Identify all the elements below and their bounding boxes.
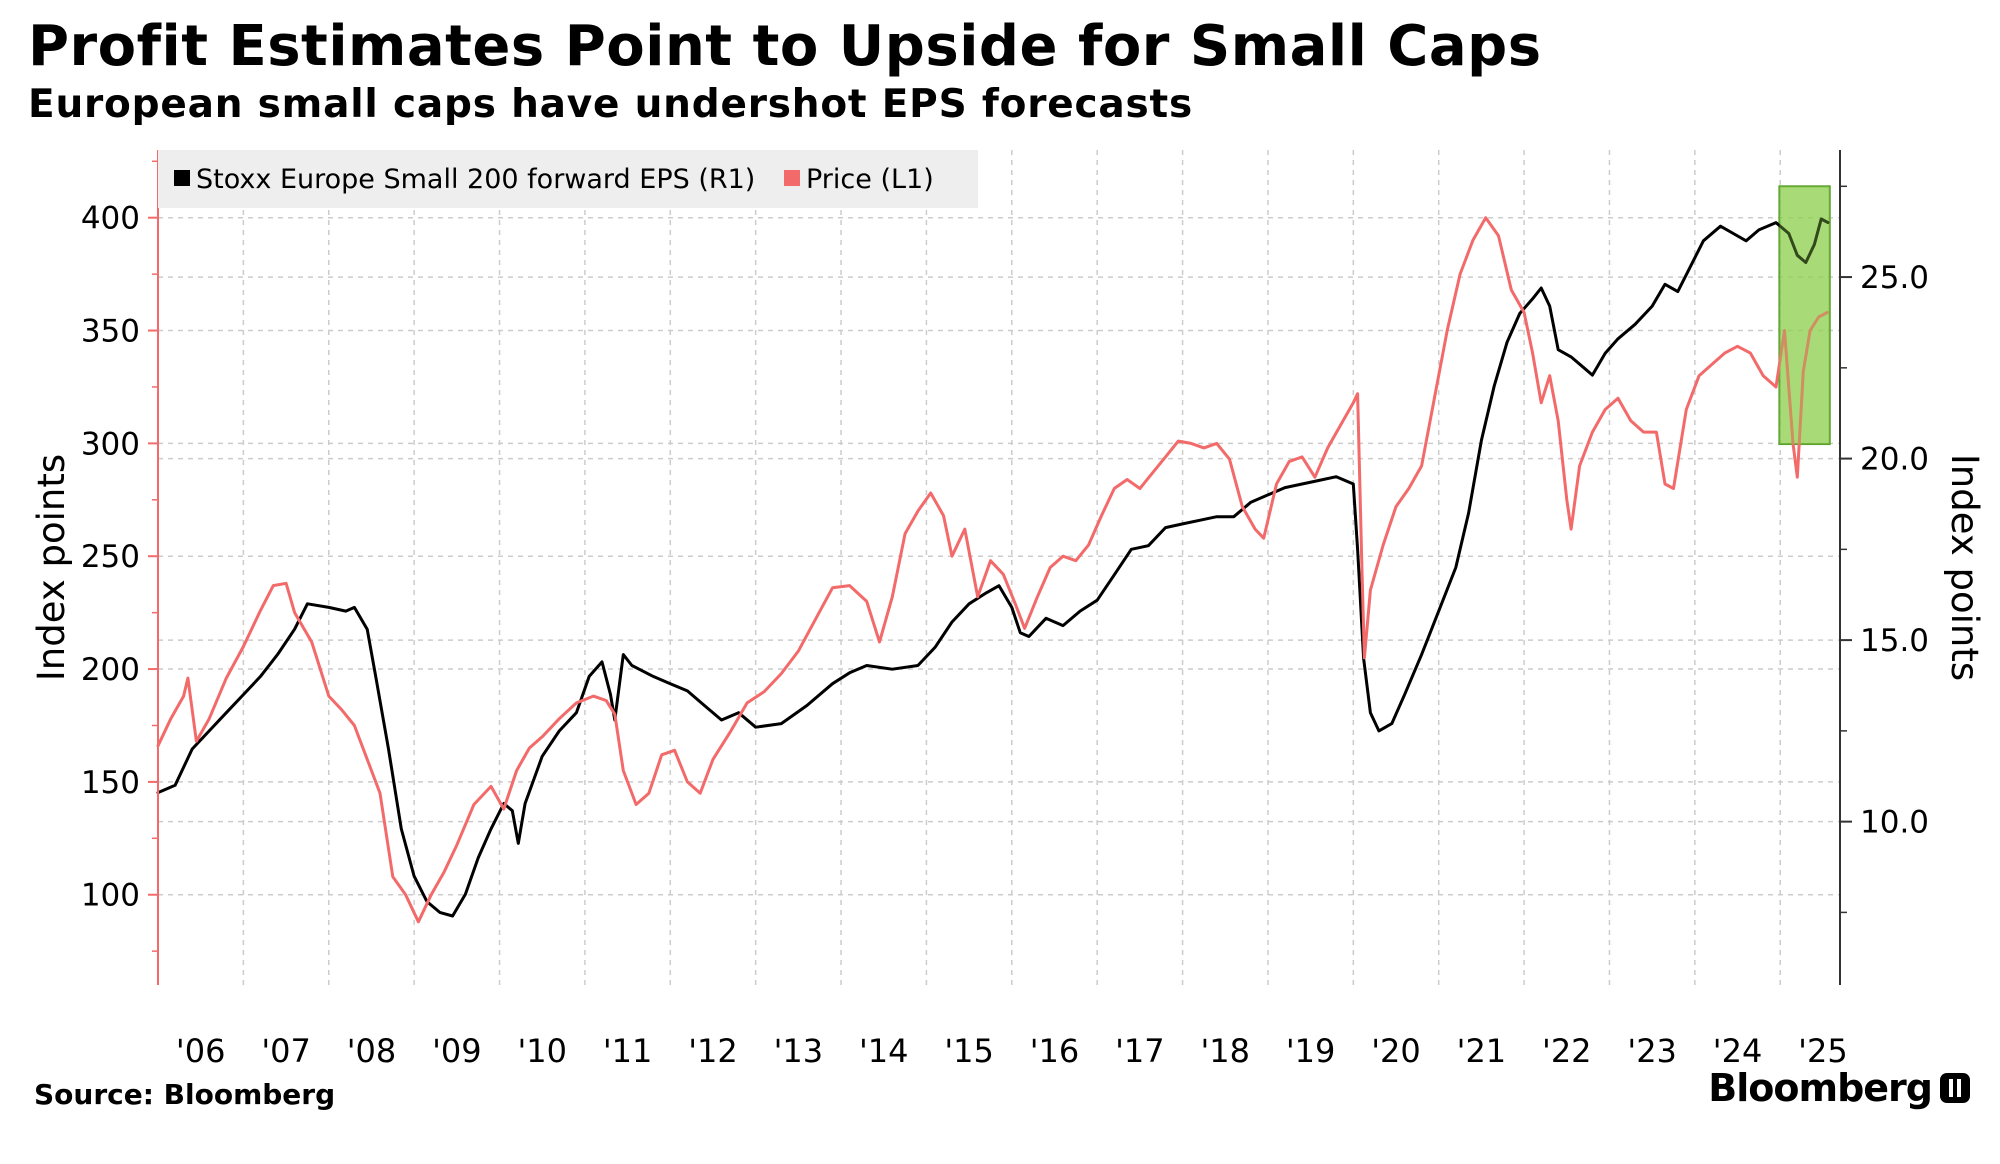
right-tick-label: 10.0	[1860, 805, 1929, 841]
x-tick-label: '09	[432, 1032, 482, 1070]
legend-label-price: Price (L1)	[806, 164, 934, 195]
x-tick-label: '24	[1713, 1032, 1763, 1070]
left-tick-label: 300	[81, 426, 140, 462]
chart-subtitle: European small caps have undershot EPS f…	[28, 82, 1193, 127]
x-tick-label: '11	[603, 1032, 653, 1070]
price-series-line	[156, 216, 1829, 924]
x-tick-label: '15	[944, 1032, 994, 1070]
axes: '06 '07 '08 '09 '10 '11 '12 '13 '14 '15 '16 '17 '18 '…	[30, 150, 1986, 1070]
left-tick-label: 250	[81, 539, 140, 575]
x-tick-label: '10	[517, 1032, 567, 1070]
x-tick-label: '25	[1798, 1032, 1848, 1070]
x-tick-label: '07	[261, 1032, 311, 1070]
x-tick-label: '18	[1201, 1032, 1251, 1070]
left-axis-title: Index points	[30, 454, 73, 681]
x-tick-label: '20	[1371, 1032, 1421, 1070]
right-tick-label: 25.0	[1860, 260, 1929, 296]
right-tick-label: 15.0	[1860, 623, 1929, 659]
left-tick-label: 400	[81, 201, 140, 237]
x-tick-label: '16	[1030, 1032, 1080, 1070]
legend-swatch-eps	[174, 170, 190, 186]
left-tick-label: 200	[81, 652, 140, 688]
x-tick-label: '22	[1542, 1032, 1592, 1070]
left-tick-label: 100	[81, 878, 140, 914]
x-tick-label: '12	[688, 1032, 738, 1070]
legend-swatch-price	[784, 170, 800, 186]
x-tick-label: '17	[1115, 1032, 1165, 1070]
bloomberg-terminal-icon	[1940, 1073, 1970, 1103]
left-tick-label: 350	[81, 314, 140, 350]
highlight-overlay	[1779, 186, 1830, 445]
x-tick-label: '14	[859, 1032, 909, 1070]
legend-label-eps: Stoxx Europe Small 200 forward EPS (R1)	[196, 164, 755, 195]
x-tick-label: '08	[347, 1032, 397, 1070]
legend-background	[158, 150, 978, 208]
grid-lines	[158, 150, 1840, 985]
x-tick-label: '19	[1286, 1032, 1336, 1070]
bloomberg-logo: Bloomberg	[1708, 1066, 1970, 1110]
x-tick-label: '13	[774, 1032, 824, 1070]
brand-wordmark: Bloomberg	[1708, 1066, 1933, 1110]
right-tick-label: 20.0	[1860, 442, 1929, 478]
eps-series-line	[156, 217, 1830, 918]
x-tick-label: '06	[176, 1032, 226, 1070]
source-note: Source: Bloomberg	[34, 1078, 336, 1111]
left-tick-label: 150	[81, 765, 140, 801]
series-lines	[156, 186, 1830, 924]
legend: Stoxx Europe Small 200 forward EPS (R1) P…	[158, 150, 978, 208]
x-tick-label: '21	[1457, 1032, 1507, 1070]
chart-title: Profit Estimates Point to Upside for Sma…	[28, 14, 1542, 79]
right-axis-title: Index points	[1943, 454, 1986, 681]
x-tick-label: '23	[1627, 1032, 1677, 1070]
